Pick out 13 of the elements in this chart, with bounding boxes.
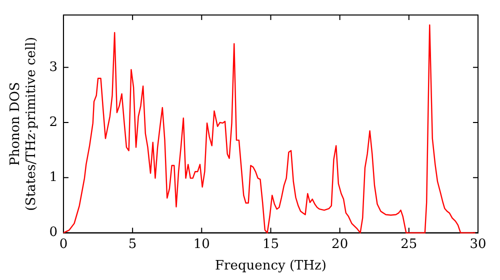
y-tick-label: 3: [49, 60, 58, 75]
y-tick-label: 2: [49, 114, 58, 130]
y-axis-title: Phonon DOS (States/THz·primitive cell): [8, 36, 39, 211]
x-tick-label: 20: [332, 236, 348, 252]
x-tick-label: 30: [470, 236, 486, 252]
x-tick-label: 0: [59, 236, 68, 252]
x-tick-label: 10: [193, 236, 210, 252]
x-tick-label: 15: [262, 236, 280, 252]
x-tick-label: 5: [128, 236, 137, 252]
x-tick-label: 25: [400, 236, 418, 252]
x-axis-title: Frequency (THz): [215, 258, 326, 274]
y-tick-label: 0: [49, 225, 58, 240]
y-tick-label: 1: [49, 170, 58, 186]
